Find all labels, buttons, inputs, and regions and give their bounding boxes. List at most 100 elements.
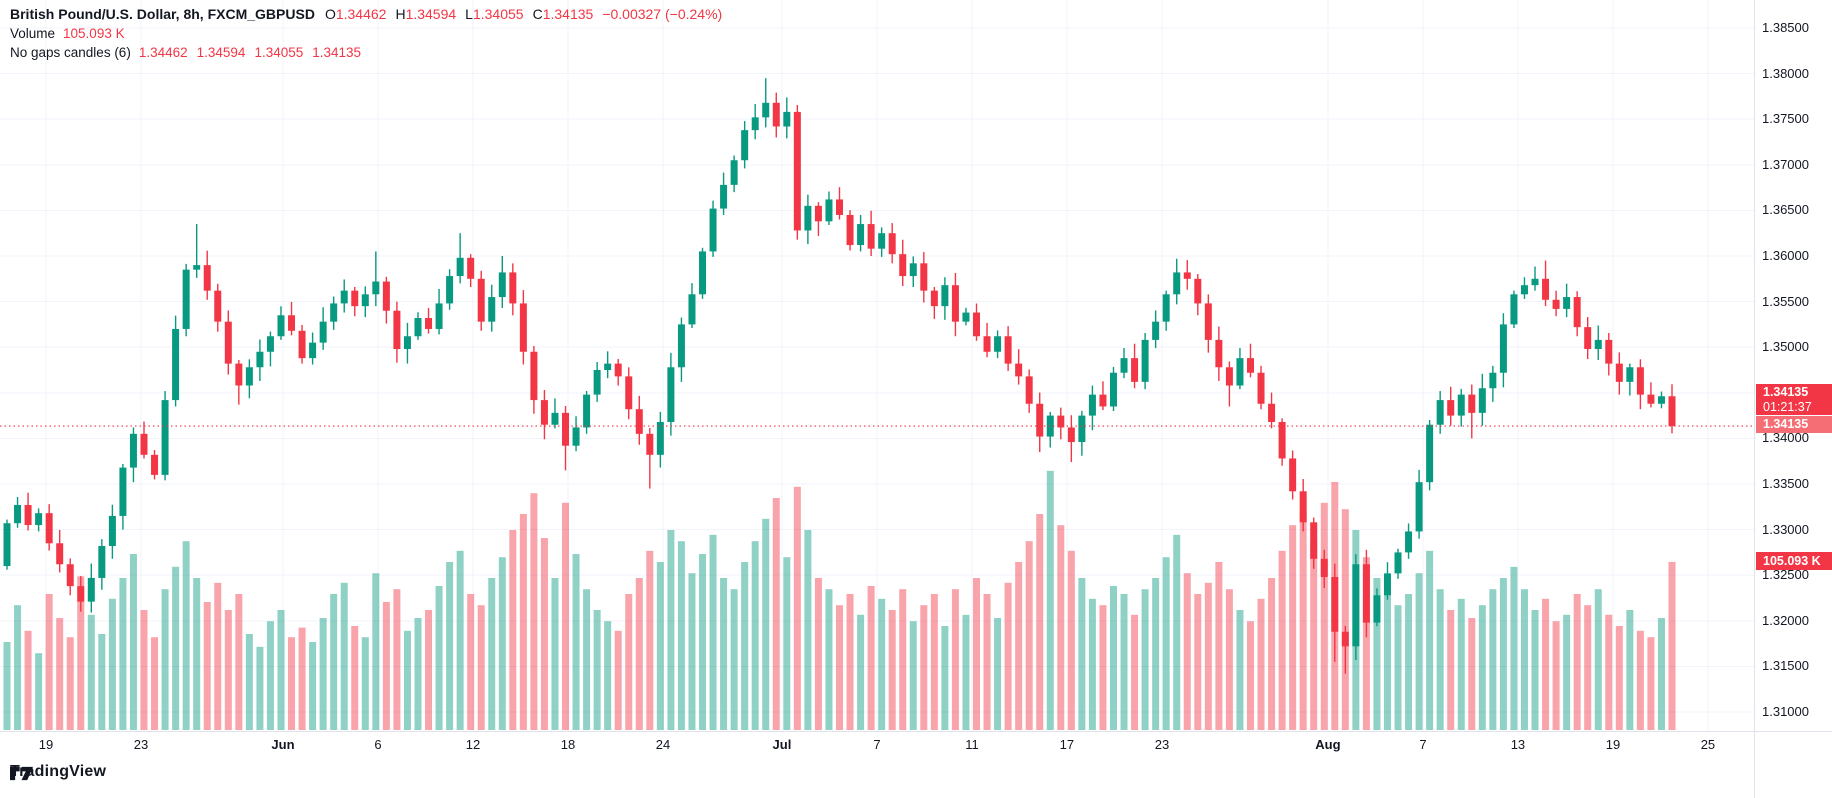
volume-bar: [151, 637, 159, 730]
candle-body: [920, 263, 928, 291]
volume-bar: [193, 578, 201, 730]
price-axis-label: 1.34000: [1762, 430, 1809, 446]
volume-bar: [920, 605, 928, 730]
volume-bar: [1320, 502, 1328, 730]
volume-bar: [456, 550, 464, 730]
candle-body: [309, 342, 317, 359]
candle-body: [1647, 394, 1655, 404]
time-axis-label: 13: [1510, 737, 1526, 752]
time-axis-label: 25: [1700, 737, 1716, 752]
candle-body: [214, 290, 222, 322]
candle-body: [1067, 427, 1075, 443]
volume-bar: [1415, 573, 1423, 730]
candle-body: [330, 303, 338, 322]
volume-bar: [1289, 525, 1297, 730]
volume-bar: [688, 573, 696, 730]
volume-bar: [277, 610, 285, 730]
candle-body: [1352, 564, 1360, 647]
candle-body: [1109, 372, 1117, 407]
candle-body: [172, 328, 180, 401]
candle-body: [1215, 339, 1223, 368]
candle-body: [1489, 372, 1497, 389]
volume-bar: [825, 589, 833, 730]
candle-body: [129, 433, 137, 468]
candle-body: [688, 294, 696, 325]
volume-bar: [762, 518, 770, 730]
volume-label[interactable]: Volume: [10, 26, 56, 41]
candle-body: [1289, 458, 1297, 492]
volume-bar: [962, 614, 970, 730]
volume-bar: [140, 610, 148, 730]
time-axis-label: Jun: [271, 737, 295, 752]
candle-body: [540, 400, 548, 425]
tradingview-logo[interactable]: TradingView: [10, 763, 106, 781]
candle-body: [1268, 403, 1276, 422]
candle-body: [340, 290, 348, 304]
volume-bar: [1657, 618, 1665, 730]
candle-body: [224, 321, 232, 364]
volume-bar: [1088, 598, 1096, 730]
volume-bar: [129, 554, 137, 730]
volume-bar: [1046, 470, 1054, 730]
volume-bar: [372, 573, 380, 730]
candle-body: [119, 467, 127, 516]
candle-body: [1478, 388, 1486, 413]
candle-body: [720, 184, 728, 209]
volume-bar: [224, 610, 232, 730]
candle-body: [193, 265, 201, 270]
volume-bar: [1447, 610, 1455, 730]
volume-bar: [1542, 598, 1550, 730]
close-label: C: [532, 6, 543, 22]
open-value: 1.34462: [335, 6, 387, 22]
candle-body: [972, 312, 980, 337]
candle-body: [87, 577, 95, 602]
volume-bar: [1531, 610, 1539, 730]
volume-bar: [1162, 557, 1170, 730]
volume-bar: [888, 610, 896, 730]
candle-body: [1194, 278, 1202, 304]
volume-bar: [1520, 589, 1528, 730]
candle-body: [783, 111, 791, 127]
volume-bar: [783, 557, 791, 730]
candle-body: [1573, 297, 1581, 328]
candle-body: [846, 214, 854, 246]
volume-bar: [814, 578, 822, 730]
volume-bar: [1299, 514, 1307, 730]
symbol-title[interactable]: British Pound/U.S. Dollar, 8h, FXCM_GBPU…: [10, 6, 315, 22]
volume-axis-value: 105.093 K: [1763, 554, 1821, 568]
volume-bar: [66, 637, 74, 730]
candle-body: [1057, 415, 1065, 428]
candle-body: [235, 363, 243, 386]
candle-body: [1173, 272, 1181, 295]
volume-bar: [593, 610, 601, 730]
candle-body: [108, 515, 116, 547]
volume-bar: [1626, 610, 1634, 730]
volume-bar: [488, 578, 496, 730]
price-axis-label: 1.36000: [1762, 247, 1809, 263]
candle-body: [98, 546, 106, 578]
candle-body: [1257, 372, 1265, 404]
candle-body: [498, 272, 506, 298]
volume-bar: [1025, 541, 1033, 730]
price-axis-label: 1.37000: [1762, 156, 1809, 172]
time-axis-label: 7: [1419, 737, 1427, 752]
volume-bar: [1225, 589, 1233, 730]
volume-bar: [730, 589, 738, 730]
candle-body: [1025, 376, 1033, 404]
candle-body: [1657, 396, 1665, 404]
price-axis-label: 1.32000: [1762, 612, 1809, 628]
volume-bar: [1362, 557, 1370, 730]
volume-bar: [1067, 550, 1075, 730]
time-axis-label: 23: [133, 737, 149, 752]
last-price-badge: 1.34135 01:21:37: [1756, 384, 1832, 415]
candle-body: [699, 251, 707, 295]
volume-bar: [182, 541, 190, 730]
volume-bar: [1615, 626, 1623, 730]
candle-body: [804, 205, 812, 231]
volume-bar: [656, 562, 664, 730]
volume-bar: [1383, 589, 1391, 730]
candle-body: [1362, 564, 1370, 623]
indicator-label[interactable]: No gaps candles (6): [10, 45, 131, 60]
price-axis-label: 1.38000: [1762, 65, 1809, 81]
